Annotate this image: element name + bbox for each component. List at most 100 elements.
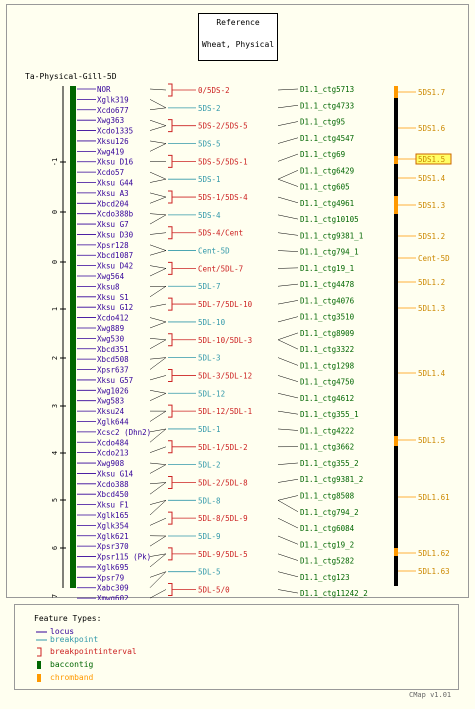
contig[interactable]: D1.1_ctg69 [300, 150, 345, 159]
locus[interactable]: Xksu G14 [77, 469, 134, 478]
contig-label[interactable]: D1.1_ctg5282 [300, 557, 354, 566]
contig-label[interactable]: D1.1_ctg6084 [300, 524, 355, 533]
locus[interactable]: Xbcd1087 [77, 251, 133, 260]
breakpoint-interval[interactable]: 5DL-7/5DL-10 [168, 297, 253, 311]
locus[interactable]: Xwg363 [77, 116, 124, 125]
contig-label[interactable]: D1.1_ctg19_2 [300, 540, 354, 549]
chromband-label[interactable]: 5DS1.7 [418, 88, 445, 97]
locus-label[interactable]: Xksu G14 [97, 469, 134, 478]
locus[interactable]: Xksu8 [77, 282, 120, 291]
contig[interactable]: D1.1_ctg4733 [300, 101, 354, 110]
contig-label[interactable]: D1.1_ctg8508 [300, 492, 355, 501]
contig[interactable]: D1.1_ctg9381_2 [300, 475, 363, 484]
locus[interactable]: Xpsr79 [77, 573, 124, 582]
chromband-label[interactable]: 5DL1.62 [418, 549, 450, 558]
locus-label[interactable]: Xksu G12 [97, 303, 133, 312]
locus[interactable]: Xcdo213 [77, 449, 129, 458]
locus-label[interactable]: Xksu126 [97, 137, 129, 146]
locus[interactable]: Xwg908 [77, 459, 125, 468]
contig[interactable]: D1.1_ctg95 [300, 118, 345, 127]
locus-label[interactable]: Xcdo388 [97, 480, 129, 489]
locus[interactable]: Xbcd450 [77, 490, 129, 499]
locus-label[interactable]: Xcdo484 [97, 438, 129, 447]
locus-label[interactable]: Xksu F1 [97, 501, 129, 510]
bin-label[interactable]: 5DL-10/5DL-3 [198, 336, 252, 345]
breakpoint-interval[interactable]: 5DS-4/Cent [168, 226, 243, 240]
bin-label[interactable]: 5DS-1 [198, 175, 221, 184]
bin-label[interactable]: 5DL-1/5DL-2 [198, 443, 248, 452]
chromband-label[interactable]: 5DL1.2 [418, 278, 445, 287]
contig-label[interactable]: D1.1_ctg3662 [300, 443, 354, 452]
bin-label[interactable]: 5DS-5 [198, 140, 221, 149]
bin-label[interactable]: 5DL-8/5DL-9 [198, 514, 248, 523]
locus[interactable]: NOR [77, 85, 111, 94]
contig[interactable]: D1.1_ctg8508 [300, 492, 355, 501]
chromband[interactable]: 5DL1.2 [398, 278, 445, 287]
locus-label[interactable]: Xbcd450 [97, 490, 129, 499]
locus[interactable]: Xcdo57 [77, 168, 124, 177]
bin-label[interactable]: 5DL-5 [198, 568, 221, 577]
contig-label[interactable]: D1.1_ctg4733 [300, 101, 354, 110]
locus-label[interactable]: Xksu G44 [97, 179, 134, 188]
chromband[interactable]: 5DS1.5 [398, 153, 452, 165]
locus-label[interactable]: Xpsr128 [97, 241, 129, 250]
locus-label[interactable]: Xksu A3 [97, 189, 129, 198]
breakpoint[interactable]: 5DL-1 [168, 425, 221, 434]
locus-label[interactable]: Xglk621 [97, 532, 129, 541]
contig-label[interactable]: D1.1_ctg4961 [300, 199, 354, 208]
contig[interactable]: D1.1_ctg605 [300, 183, 350, 192]
contig[interactable]: D1.1_ctg3322 [300, 345, 354, 354]
locus-label[interactable]: Xbcd1087 [97, 251, 133, 260]
contig[interactable]: D1.1_ctg123 [300, 573, 350, 582]
contig-label[interactable]: D1.1_ctg794_1 [300, 248, 359, 257]
locus-label[interactable]: Xksu S1 [97, 293, 129, 302]
locus[interactable]: Xksu S1 [77, 293, 129, 302]
breakpoint-interval[interactable]: 5DL-5/0 [168, 583, 230, 597]
locus[interactable]: Xwg1026 [77, 386, 129, 395]
locus[interactable]: Xpsr128 [77, 241, 129, 250]
contig[interactable]: D1.1_ctg5713 [300, 85, 354, 94]
contig-label[interactable]: D1.1_ctg4612 [300, 394, 354, 403]
bin-label[interactable]: 5DS-5/5DS-1 [198, 157, 248, 166]
bin-label[interactable]: 5DL-7 [198, 282, 221, 291]
chromband[interactable]: 5DS1.7 [398, 88, 445, 97]
chromband-label[interactable]: 5DS1.4 [418, 174, 446, 183]
chromband[interactable]: 5DL1.5 [398, 436, 445, 445]
breakpoint[interactable]: 5DS-4 [168, 211, 221, 220]
breakpoint[interactable]: 5DL-5 [168, 568, 221, 577]
locus-label[interactable]: Xglk695 [97, 563, 129, 572]
chromband[interactable]: 5DS1.2 [398, 232, 445, 241]
contig[interactable]: D1.1_ctg355_2 [300, 459, 359, 468]
locus-label[interactable]: NOR [97, 85, 111, 94]
locus[interactable]: Xglk621 [77, 532, 129, 541]
locus[interactable]: Xksu A3 [77, 189, 129, 198]
contig-label[interactable]: D1.1_ctg10105 [300, 215, 359, 224]
breakpoint[interactable]: 5DL-2 [168, 461, 221, 470]
contig-label[interactable]: D1.1_ctg4750 [300, 378, 355, 387]
contig-label[interactable]: D1.1_ctg123 [300, 573, 350, 582]
map-title[interactable]: Ta-Physical-Gill-5D [25, 72, 117, 81]
locus-label[interactable]: Xwg889 [97, 324, 124, 333]
locus-label[interactable]: Xksu D30 [97, 230, 134, 239]
chromband[interactable]: 5DL1.63 [398, 567, 450, 576]
chromband[interactable]: 5DS1.3 [398, 201, 445, 210]
chromband-label[interactable]: 5DL1.3 [418, 304, 445, 313]
reference-box[interactable]: Reference Wheat, Physical [198, 13, 278, 61]
locus-label[interactable]: Xbcd508 [97, 355, 129, 364]
locus-label[interactable]: Xpsr637 [97, 366, 129, 375]
bin-label[interactable]: 5DS-1/5DS-4 [198, 193, 248, 202]
contig-label[interactable]: D1.1_ctg19_1 [300, 264, 354, 273]
contig-label[interactable]: D1.1_ctg69 [300, 150, 345, 159]
chromband[interactable]: 5DS1.6 [398, 124, 446, 133]
locus-label[interactable]: Xmwg602 [97, 594, 129, 600]
contig-label[interactable]: D1.1_ctg355_2 [300, 459, 359, 468]
breakpoint-interval[interactable]: Cent/5DL-7 [168, 261, 243, 275]
baccontig-bar-fill[interactable] [70, 86, 76, 588]
contig[interactable]: D1.1_ctg355_1 [300, 410, 359, 419]
locus-label[interactable]: Xcdo412 [97, 314, 129, 323]
breakpoint-interval[interactable]: 5DL-2/5DL-8 [168, 475, 248, 489]
contig[interactable]: D1.1_ctg794_1 [300, 248, 359, 257]
locus-label[interactable]: Xksu D16 [97, 158, 134, 167]
breakpoint[interactable]: 5DS-5 [168, 140, 221, 149]
bin-label[interactable]: 5DL-7/5DL-10 [198, 300, 253, 309]
